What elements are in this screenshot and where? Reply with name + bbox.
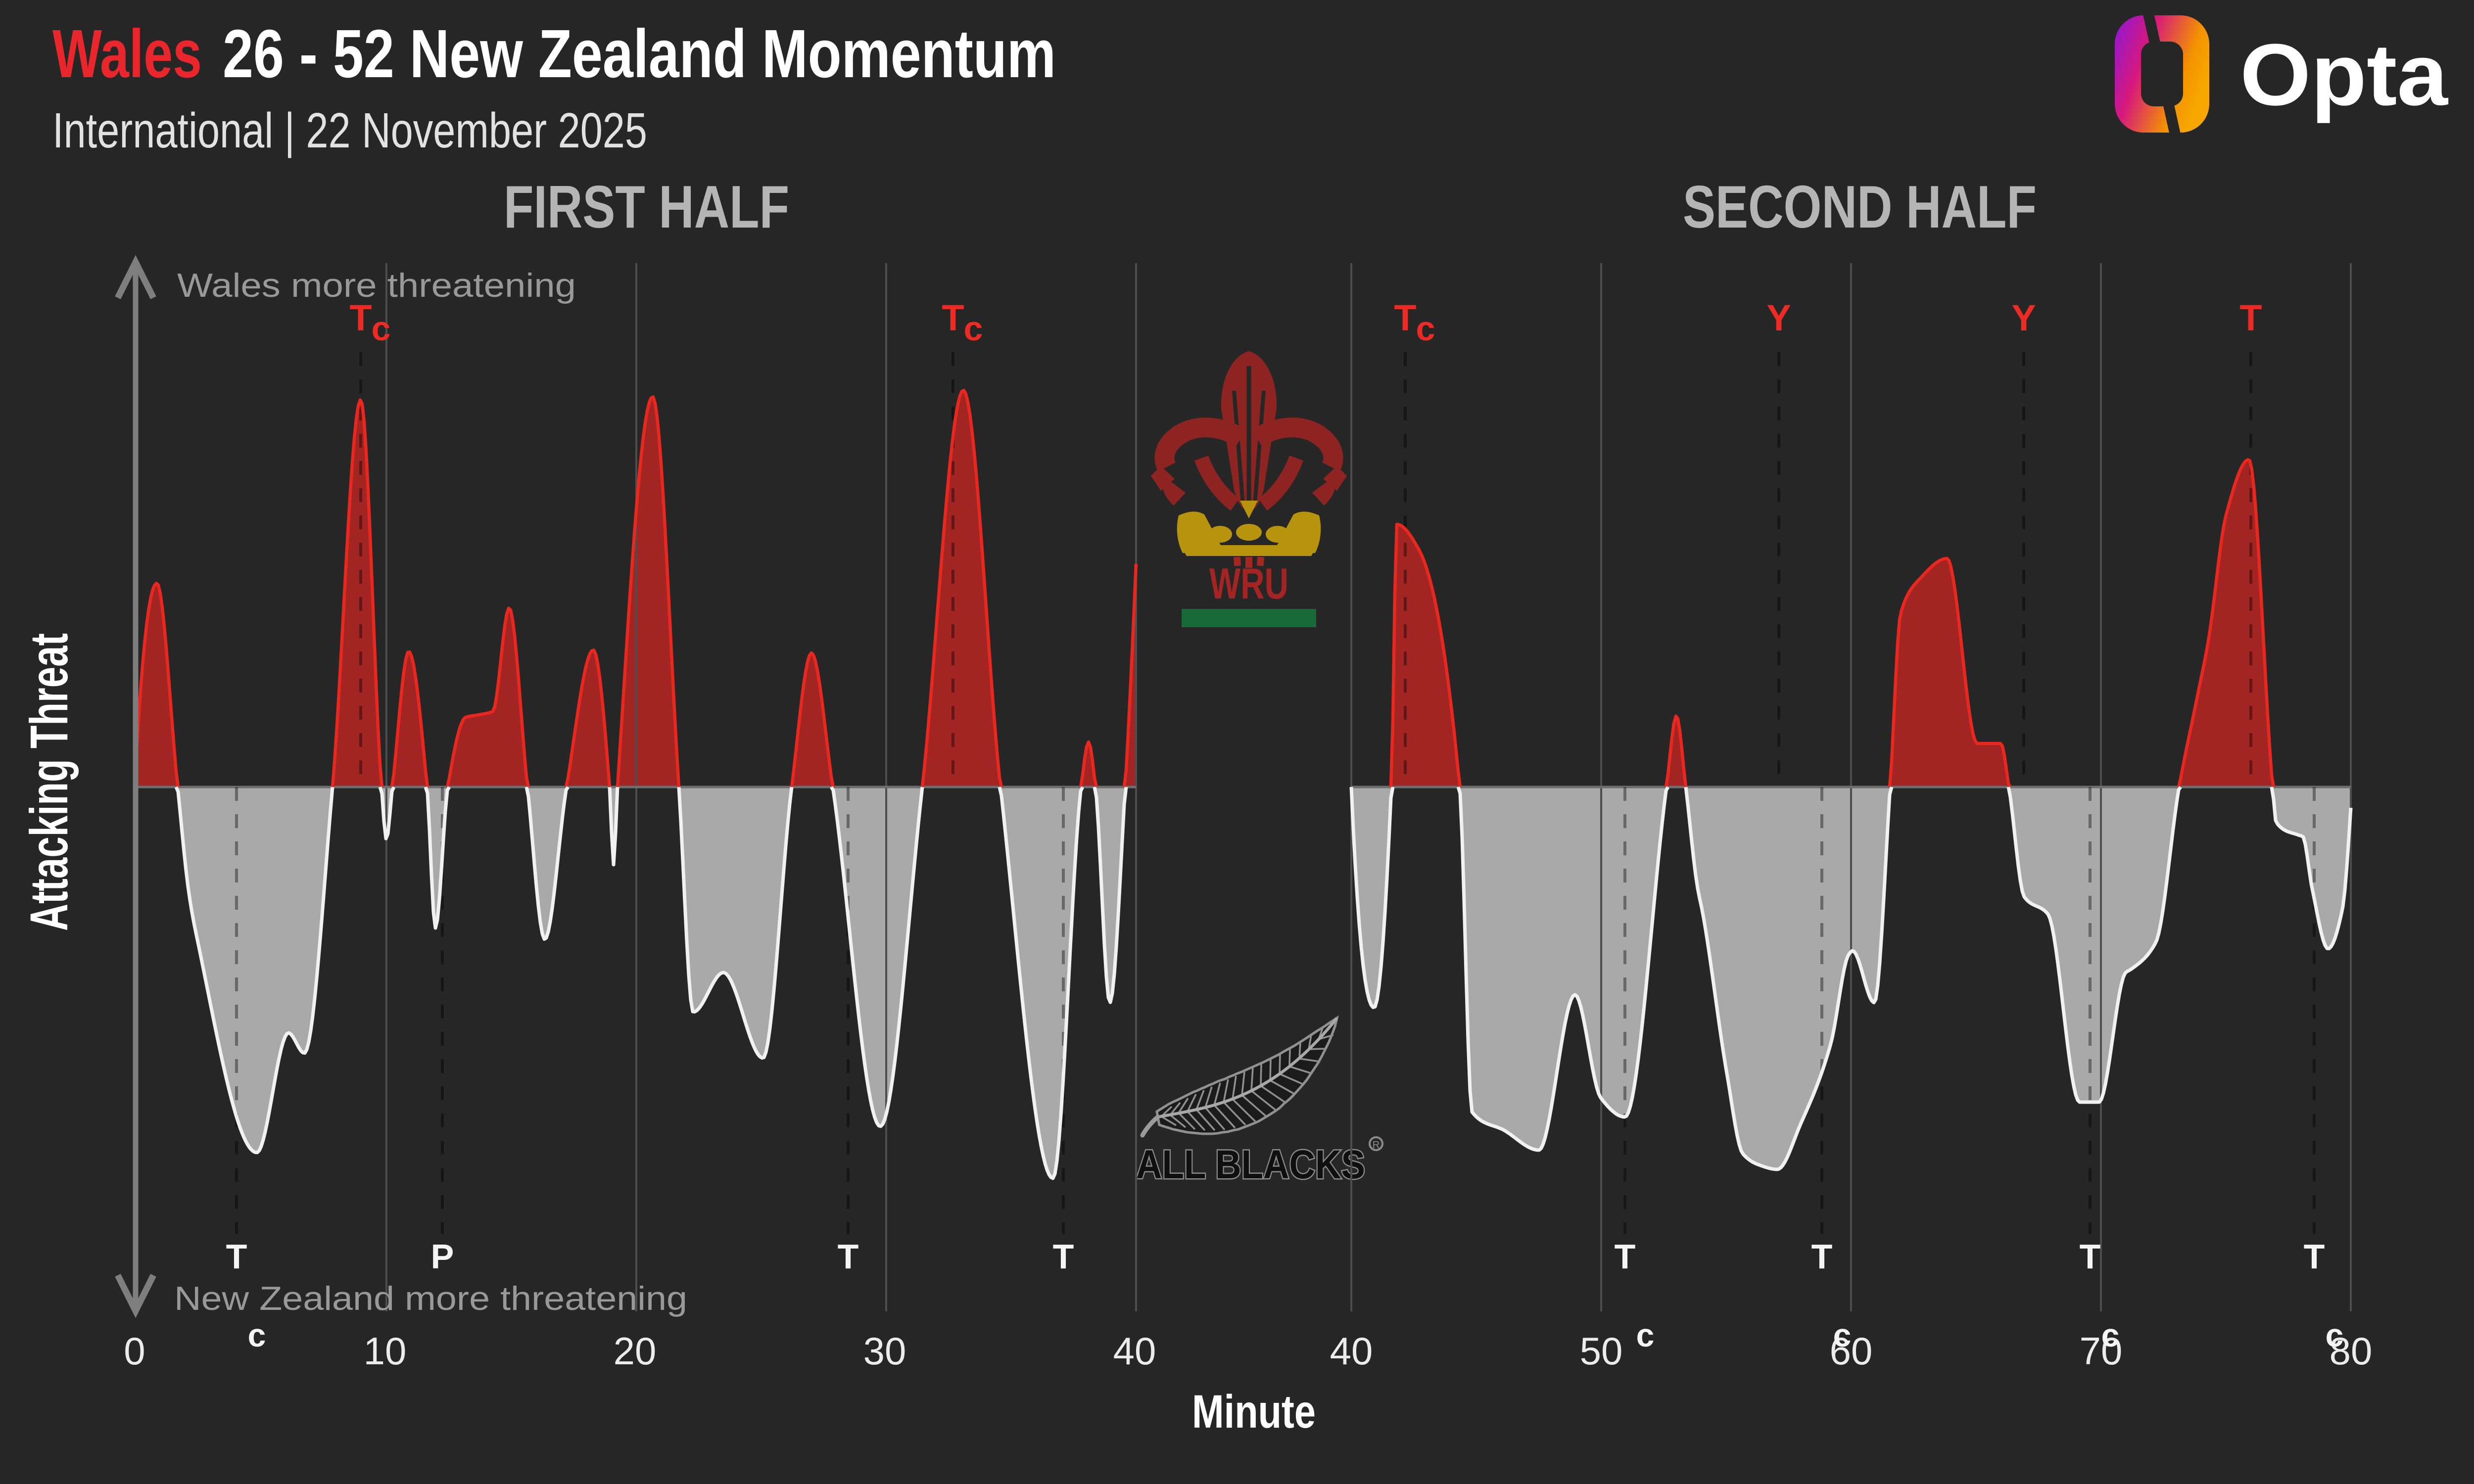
svg-text:30: 30 <box>863 1329 906 1373</box>
svg-text:c: c <box>1833 1317 1852 1353</box>
svg-text:26 - 52 New Zealand Momentum: 26 - 52 New Zealand Momentum <box>223 16 1056 92</box>
svg-text:New Zealand more threatening: New Zealand more threatening <box>174 1280 687 1317</box>
svg-text:60: 60 <box>1830 1329 1873 1373</box>
svg-text:Wales: Wales <box>52 16 202 92</box>
svg-text:T: T <box>1615 1237 1636 1276</box>
svg-text:Minute: Minute <box>1192 1386 1316 1438</box>
svg-text:R: R <box>1373 1140 1380 1151</box>
svg-text:c: c <box>372 309 391 348</box>
svg-text:50: 50 <box>1580 1329 1623 1373</box>
svg-text:40: 40 <box>1113 1329 1156 1373</box>
svg-text:T: T <box>2304 1237 2325 1276</box>
svg-text:T: T <box>942 297 964 338</box>
svg-text:T: T <box>1394 297 1416 338</box>
svg-text:Y: Y <box>1766 297 1791 338</box>
svg-text:Y: Y <box>2011 297 2036 338</box>
svg-text:c: c <box>1636 1317 1655 1353</box>
svg-text:Attacking Threat: Attacking Threat <box>19 633 79 931</box>
svg-text:SECOND HALF: SECOND HALF <box>1683 173 2037 240</box>
svg-text:Wales more threatening: Wales more threatening <box>177 267 576 304</box>
svg-text:c: c <box>2101 1317 2120 1353</box>
svg-text:T: T <box>349 297 372 338</box>
svg-text:T: T <box>2080 1237 2101 1276</box>
svg-text:International | 22 November 20: International | 22 November 2025 <box>52 103 647 158</box>
svg-text:10: 10 <box>364 1329 407 1373</box>
svg-text:T: T <box>226 1237 247 1276</box>
svg-text:c: c <box>1416 309 1435 348</box>
svg-text:P: P <box>431 1237 454 1276</box>
svg-text:WRU: WRU <box>1209 559 1288 608</box>
svg-text:T: T <box>838 1237 859 1276</box>
svg-text:c: c <box>2326 1317 2344 1353</box>
svg-text:0: 0 <box>124 1329 145 1373</box>
svg-text:Opta: Opta <box>2240 26 2449 124</box>
svg-text:c: c <box>248 1317 266 1353</box>
svg-text:ALL BLACKS: ALL BLACKS <box>1136 1142 1365 1187</box>
svg-text:FIRST HALF: FIRST HALF <box>504 173 789 240</box>
svg-text:T: T <box>2239 297 2262 338</box>
svg-text:c: c <box>964 309 983 348</box>
svg-text:70: 70 <box>2080 1329 2123 1373</box>
svg-text:T: T <box>1811 1237 1833 1276</box>
svg-text:40: 40 <box>1330 1329 1373 1373</box>
svg-text:20: 20 <box>614 1329 657 1373</box>
svg-text:80: 80 <box>2330 1329 2373 1373</box>
svg-text:T: T <box>1053 1237 1074 1276</box>
